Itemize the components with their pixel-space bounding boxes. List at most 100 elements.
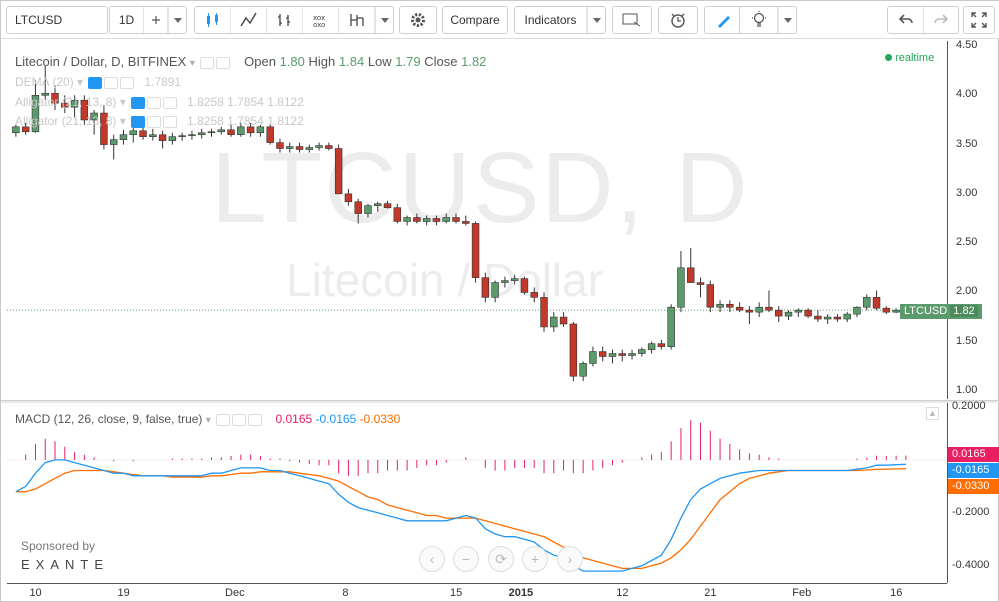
time-tick-label: 16 (890, 587, 903, 599)
alligator1-label[interactable]: Alligator (21, 13, 8) (15, 95, 117, 109)
candle-body (501, 280, 509, 283)
candle-body (471, 223, 480, 278)
point-figure-icon[interactable]: xox oxo (303, 7, 339, 33)
candle-body (276, 142, 284, 149)
time-tick-label: 12 (616, 587, 629, 599)
star-icon[interactable] (144, 7, 168, 33)
gear-icon[interactable] (232, 413, 247, 426)
gear-icon[interactable] (147, 96, 162, 109)
series-title[interactable]: Litecoin / Dollar, D, BITFINEX (15, 54, 187, 69)
templates-icon[interactable] (612, 6, 652, 34)
candle-body (364, 205, 372, 214)
fullscreen-icon[interactable] (963, 6, 995, 34)
candle-body (559, 316, 568, 325)
price-pane[interactable] (7, 41, 947, 399)
ideas-button[interactable] (739, 6, 797, 34)
chevron-down-icon[interactable] (778, 7, 796, 33)
macd-pane[interactable] (7, 403, 947, 583)
macd-axis[interactable]: 0.2000 -0.2000 -0.4000 (947, 400, 999, 583)
indicators-label: Indicators (515, 7, 587, 33)
candle-body (374, 203, 382, 206)
alligator2-label[interactable]: Alligator (21, 13, 8) (15, 114, 117, 128)
sponsor-logo[interactable]: EXANTE (21, 557, 110, 572)
chevron-down-icon[interactable]: ▾ (189, 58, 198, 69)
dema-label[interactable]: DEMA (20) (15, 75, 74, 89)
candle-body (393, 207, 402, 222)
alligator2-lips: 1.8122 (267, 114, 304, 128)
gear-icon[interactable] (104, 76, 119, 89)
chevron-down-icon[interactable] (375, 7, 393, 33)
candle-body (540, 297, 548, 328)
candle-body (863, 297, 871, 308)
chevron-down-icon[interactable] (587, 7, 605, 33)
line-chart-icon[interactable] (231, 7, 267, 33)
candle-body (569, 323, 578, 377)
candles-icon[interactable] (195, 7, 231, 33)
candle-body (305, 147, 314, 150)
scroll-right-icon[interactable]: › (557, 546, 583, 572)
macd-tick-label: -0.4000 (952, 558, 990, 571)
candle-body (432, 218, 441, 222)
alert-clock-icon[interactable] (658, 6, 698, 34)
candle-body (286, 146, 294, 149)
candle-body (872, 297, 881, 309)
candle-body (149, 134, 157, 137)
close-icon[interactable] (163, 96, 178, 109)
svg-text:xox: xox (313, 14, 325, 22)
pane-separator[interactable] (1, 400, 999, 403)
close-icon[interactable] (163, 115, 178, 128)
bars-icon[interactable] (267, 7, 303, 33)
candle-body (51, 93, 59, 104)
lightbulb-icon (740, 7, 778, 33)
watermark-name: Litecoin / Dollar (286, 254, 604, 306)
undo-redo-group (887, 6, 959, 34)
gear-icon[interactable] (215, 56, 230, 69)
zoom-in-icon[interactable]: + (522, 546, 548, 572)
gear-icon[interactable] (147, 115, 162, 128)
chart-type-group: xox oxo (194, 6, 394, 34)
scroll-left-icon[interactable]: ‹ (419, 546, 445, 572)
settings-gear-icon[interactable] (399, 6, 437, 34)
low-value: 1.79 (395, 54, 421, 69)
realtime-indicator: realtime (885, 52, 934, 64)
candle-body (853, 306, 861, 315)
kagi-icon[interactable] (339, 7, 375, 33)
indicators-button[interactable]: Indicators (514, 6, 606, 34)
candle-body (325, 145, 333, 149)
interval-selector[interactable]: 1D (109, 6, 187, 34)
eye-icon[interactable] (131, 96, 146, 109)
candle-body (628, 353, 636, 356)
redo-icon[interactable] (924, 7, 958, 33)
time-tick-label: Feb (792, 587, 812, 599)
zoom-out-icon[interactable]: − (453, 546, 479, 572)
maximize-pane-icon[interactable]: ▲ (926, 407, 939, 420)
symbol-search[interactable]: LTCUSD (6, 6, 108, 34)
status-dot-icon (885, 54, 892, 61)
candle-body (843, 313, 851, 320)
macd-signal-tag: -0.0330 (948, 479, 999, 494)
candle-body (197, 132, 206, 136)
chevron-down-icon[interactable] (168, 7, 186, 33)
eye-icon[interactable] (131, 115, 146, 128)
close-icon[interactable] (248, 413, 263, 426)
candle-body (178, 135, 186, 137)
candle-body (716, 303, 724, 308)
eye-icon[interactable] (88, 76, 103, 89)
macd-label[interactable]: MACD (12, 26, close, 9, false, true) (15, 412, 203, 426)
undo-icon[interactable] (888, 7, 924, 33)
eye-icon[interactable] (216, 413, 231, 426)
time-axis[interactable]: 10 19 Dec 8 15 2015 12 21 Feb 16 (7, 583, 947, 602)
brush-icon[interactable] (704, 6, 744, 34)
compare-button[interactable]: Compare (442, 6, 508, 34)
price-axis[interactable]: 4.50 4.00 3.50 3.00 2.50 2.00 1.50 1.00 (947, 39, 999, 399)
alligator1-lips: 1.8122 (267, 95, 304, 109)
macd-hist-value: 0.0165 (275, 412, 313, 426)
price-tick-label: 2.50 (956, 236, 978, 249)
dema-value: 1.7891 (144, 75, 182, 89)
candle-body (510, 278, 519, 281)
time-tick-label: 21 (704, 587, 717, 599)
reset-icon[interactable]: ⟳ (488, 546, 514, 572)
close-icon[interactable] (120, 76, 135, 89)
candle-body (217, 129, 225, 133)
eye-icon[interactable] (199, 56, 214, 69)
